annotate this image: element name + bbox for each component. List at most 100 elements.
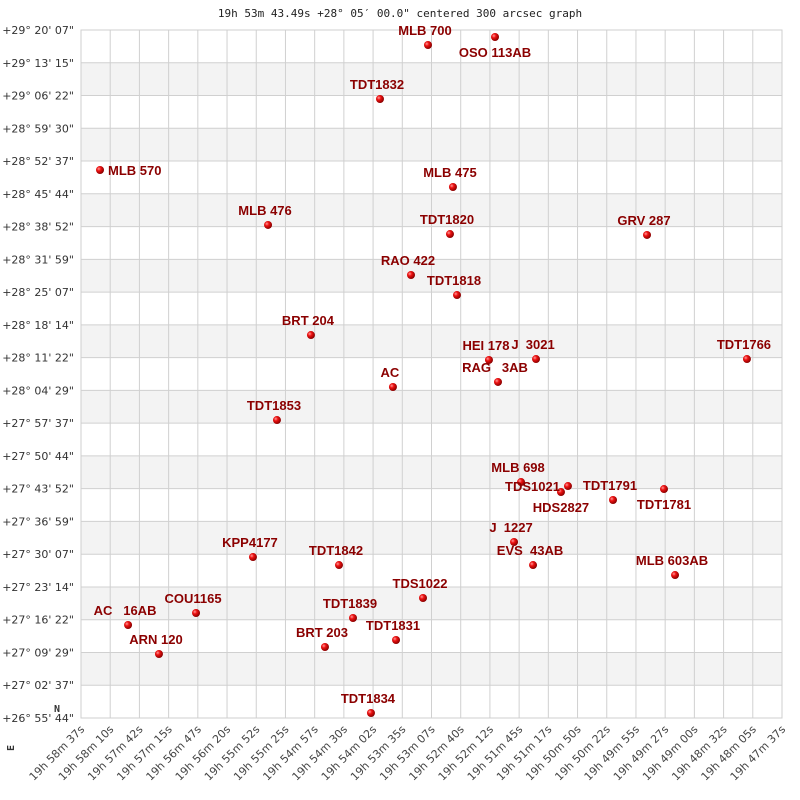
star-marker[interactable] [529,561,538,570]
star-point[interactable]: AC 16AB [94,603,157,630]
star-point[interactable]: HDS2827 [533,488,589,515]
star-point[interactable]: MLB 570 [96,163,161,178]
star-label: HEI 178 [462,338,509,353]
y-tick-label: +27° 09' 29" [2,646,74,659]
star-label: OSO 113AB [459,45,531,60]
star-point[interactable]: MLB 603AB [636,553,708,580]
y-axis: +29° 20' 07" +29° 13' 15" +29° 06' 22" +28°… [2,24,74,725]
star-marker[interactable] [556,488,565,497]
star-marker[interactable] [96,166,105,175]
star-marker[interactable] [264,220,273,229]
star-marker[interactable] [192,609,201,618]
star-point[interactable]: TDT1791 [583,478,637,504]
star-marker[interactable] [407,271,416,280]
star-point[interactable]: BRT 203 [296,625,348,652]
star-label: TDT1818 [427,273,481,288]
star-marker[interactable] [609,495,618,504]
star-label: TDS1022 [393,576,448,591]
star-label: EVS 43AB [497,543,563,558]
star-label: TDT1781 [637,497,691,512]
star-marker[interactable] [517,478,526,487]
star-marker[interactable] [643,230,652,239]
star-point[interactable]: TDT1766 [717,337,771,364]
star-label: J 3021 [511,337,554,352]
star-marker[interactable] [493,377,502,386]
star-point[interactable]: TDS1022 [393,576,448,602]
star-point[interactable]: RAO 422 [381,253,435,280]
star-point[interactable]: TDT1831 [366,618,420,645]
y-tick-label: +28° 38' 52" [2,221,74,234]
star-point[interactable]: TDS1021 [505,479,572,494]
star-marker[interactable] [510,538,519,547]
star-marker[interactable] [491,32,500,41]
star-label: AC [381,365,400,380]
star-marker[interactable] [532,355,541,364]
star-marker[interactable] [334,561,343,570]
star-point[interactable]: EVS 43AB [497,543,563,570]
star-point[interactable]: BRT 204 [282,313,335,340]
star-marker[interactable] [124,621,133,630]
star-point[interactable]: TDT1834 [341,691,396,717]
star-marker[interactable] [154,649,163,658]
star-marker[interactable] [375,95,384,104]
star-point[interactable]: TDT1781 [637,485,691,512]
star-marker[interactable] [659,485,668,494]
star-label: BRT 204 [282,313,335,328]
star-marker[interactable] [320,643,329,652]
star-point[interactable]: OSO 113AB [459,32,531,60]
star-point[interactable]: MLB 700 [398,23,452,50]
star-label: MLB 698 [491,460,544,475]
star-marker[interactable] [272,416,281,425]
star-point[interactable]: TDT1853 [247,398,301,425]
y-tick-label: +28° 25' 07" [2,286,74,299]
star-point[interactable]: MLB 475 [423,165,477,192]
star-marker[interactable] [452,291,461,300]
star-marker[interactable] [563,482,572,491]
star-label: TDT1842 [309,543,363,558]
star-point[interactable]: MLB 698 [491,460,545,487]
star-point[interactable]: TDT1839 [323,596,377,623]
star-point[interactable]: HEI 178 [462,338,509,364]
star-marker[interactable] [484,355,493,364]
star-label: AC 16AB [94,603,157,618]
y-tick-label: +27° 50' 44" [2,450,74,463]
points-layer: MLB 700 OSO 113AB TDT1832 MLB 570 MLB 475 MLB… [94,23,771,717]
star-point[interactable]: MLB 476 [238,203,292,229]
star-point[interactable]: KPP4177 [222,535,278,562]
chart-title: 19h 53m 43.49s +28° 05′ 00.0" centered 3… [218,7,582,20]
star-label: TDT1832 [350,77,404,92]
star-marker[interactable] [445,230,454,239]
star-label: TDT1839 [323,596,377,611]
star-point[interactable]: GRV 287 [617,213,671,239]
star-marker[interactable] [419,593,428,602]
star-point[interactable]: ARN 120 [129,632,183,658]
star-marker[interactable] [671,571,680,580]
star-label: MLB 603AB [636,553,708,568]
star-marker[interactable] [742,355,751,364]
y-tick-label: +28° 52' 37" [2,155,74,168]
star-point[interactable]: AC [381,365,400,391]
star-point[interactable]: J 1227 [489,520,533,547]
star-marker[interactable] [306,331,315,340]
y-tick-label: +29° 13' 15" [2,57,74,70]
star-marker[interactable] [423,41,432,50]
star-point[interactable]: RAG 3AB [462,360,528,386]
star-marker[interactable] [248,553,257,562]
star-marker[interactable] [349,614,358,623]
star-marker[interactable] [388,382,397,391]
star-point[interactable]: TDT1832 [350,77,404,104]
star-marker[interactable] [366,708,375,717]
star-point[interactable]: COU1165 [164,591,222,618]
star-label: TDS1021 [505,479,560,494]
star-point[interactable]: J 3021 [511,337,555,364]
star-point[interactable]: TDT1820 [420,212,474,239]
star-marker[interactable] [392,636,401,645]
star-marker[interactable] [448,183,457,192]
plot-frame [80,29,783,719]
star-label: BRT 203 [296,625,348,640]
star-label: KPP4177 [222,535,278,550]
star-point[interactable]: TDT1842 [309,543,363,570]
star-point[interactable]: TDT1818 [427,273,481,300]
